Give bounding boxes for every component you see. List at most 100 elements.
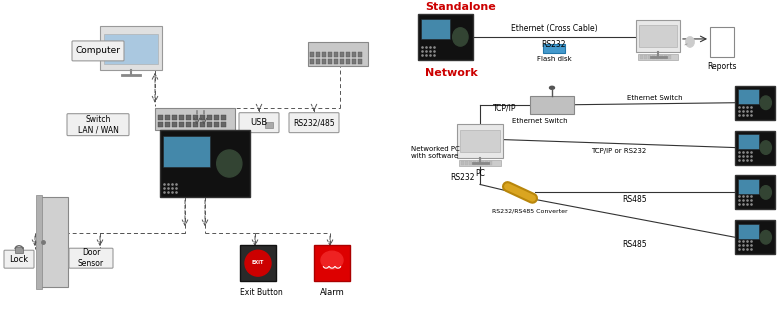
Bar: [160, 130, 250, 197]
Bar: [193, 122, 198, 127]
Bar: [738, 179, 759, 194]
Bar: [172, 115, 177, 120]
Bar: [36, 195, 42, 289]
Bar: [352, 59, 356, 64]
Ellipse shape: [760, 186, 771, 199]
Bar: [328, 52, 332, 57]
Bar: [100, 26, 162, 70]
Text: RS485: RS485: [622, 195, 647, 204]
Bar: [334, 59, 338, 64]
Bar: [186, 115, 191, 120]
Bar: [322, 52, 326, 57]
Bar: [334, 52, 338, 57]
Bar: [221, 122, 226, 127]
FancyBboxPatch shape: [67, 114, 129, 136]
Text: RS232/485: RS232/485: [293, 118, 335, 127]
Text: TCP/IP or RS232: TCP/IP or RS232: [591, 148, 647, 153]
Text: Alarm: Alarm: [319, 288, 344, 297]
Bar: [179, 122, 184, 127]
Bar: [346, 52, 350, 57]
Bar: [310, 52, 314, 57]
Bar: [314, 245, 350, 281]
Bar: [340, 59, 344, 64]
FancyBboxPatch shape: [69, 248, 113, 268]
Text: Standalone: Standalone: [425, 2, 495, 12]
Ellipse shape: [760, 230, 771, 244]
Bar: [457, 124, 503, 158]
Bar: [473, 160, 476, 165]
Bar: [310, 59, 314, 64]
FancyBboxPatch shape: [4, 250, 34, 268]
Text: PC: PC: [475, 170, 485, 178]
Text: Ethernet (Cross Cable): Ethernet (Cross Cable): [511, 24, 597, 33]
Text: Exit Button: Exit Button: [240, 288, 283, 297]
Bar: [221, 115, 226, 120]
Bar: [165, 122, 170, 127]
Ellipse shape: [549, 86, 555, 89]
Bar: [193, 115, 198, 120]
Bar: [200, 122, 205, 127]
Bar: [322, 59, 326, 64]
Text: RS232: RS232: [450, 173, 475, 182]
Bar: [200, 115, 205, 120]
Ellipse shape: [321, 251, 343, 269]
Bar: [358, 59, 362, 64]
Bar: [644, 55, 647, 59]
Bar: [104, 34, 158, 64]
Circle shape: [245, 250, 271, 276]
Bar: [155, 108, 235, 130]
Bar: [461, 160, 464, 165]
Bar: [668, 55, 671, 59]
Bar: [738, 224, 759, 239]
Bar: [179, 115, 184, 120]
Bar: [214, 122, 219, 127]
Bar: [489, 160, 492, 165]
Bar: [346, 59, 350, 64]
Text: RS232: RS232: [541, 40, 566, 49]
Bar: [485, 160, 488, 165]
Text: RS485: RS485: [622, 240, 647, 249]
Bar: [477, 160, 480, 165]
Bar: [163, 136, 210, 167]
Ellipse shape: [217, 150, 242, 177]
Text: USB: USB: [250, 118, 268, 127]
Text: Reports: Reports: [707, 62, 737, 71]
Text: Lock: Lock: [9, 255, 29, 264]
Bar: [165, 115, 170, 120]
Bar: [652, 55, 655, 59]
Bar: [240, 245, 276, 281]
Bar: [340, 52, 344, 57]
Text: Network: Network: [425, 68, 478, 78]
Bar: [735, 220, 775, 254]
Bar: [328, 59, 332, 64]
Bar: [465, 160, 468, 165]
Bar: [481, 160, 484, 165]
Bar: [418, 14, 473, 60]
Bar: [308, 42, 368, 66]
Text: Flash disk: Flash disk: [537, 56, 571, 62]
Bar: [352, 52, 356, 57]
Bar: [656, 55, 659, 59]
FancyArrowPatch shape: [507, 187, 533, 198]
Bar: [15, 247, 23, 253]
Bar: [316, 59, 320, 64]
Bar: [421, 19, 449, 39]
Bar: [460, 130, 500, 152]
Bar: [172, 122, 177, 127]
Bar: [735, 131, 775, 165]
Bar: [636, 20, 680, 52]
Text: RS232/RS485 Converter: RS232/RS485 Converter: [492, 208, 568, 213]
Bar: [543, 44, 565, 53]
Bar: [738, 134, 759, 149]
Bar: [469, 160, 472, 165]
Ellipse shape: [760, 96, 771, 109]
Bar: [459, 159, 501, 165]
Bar: [214, 115, 219, 120]
FancyBboxPatch shape: [289, 113, 339, 133]
Bar: [158, 122, 163, 127]
Text: Computer: Computer: [76, 46, 121, 55]
Bar: [316, 52, 320, 57]
Text: EXIT: EXIT: [252, 260, 264, 265]
Bar: [265, 122, 273, 128]
Bar: [735, 176, 775, 209]
